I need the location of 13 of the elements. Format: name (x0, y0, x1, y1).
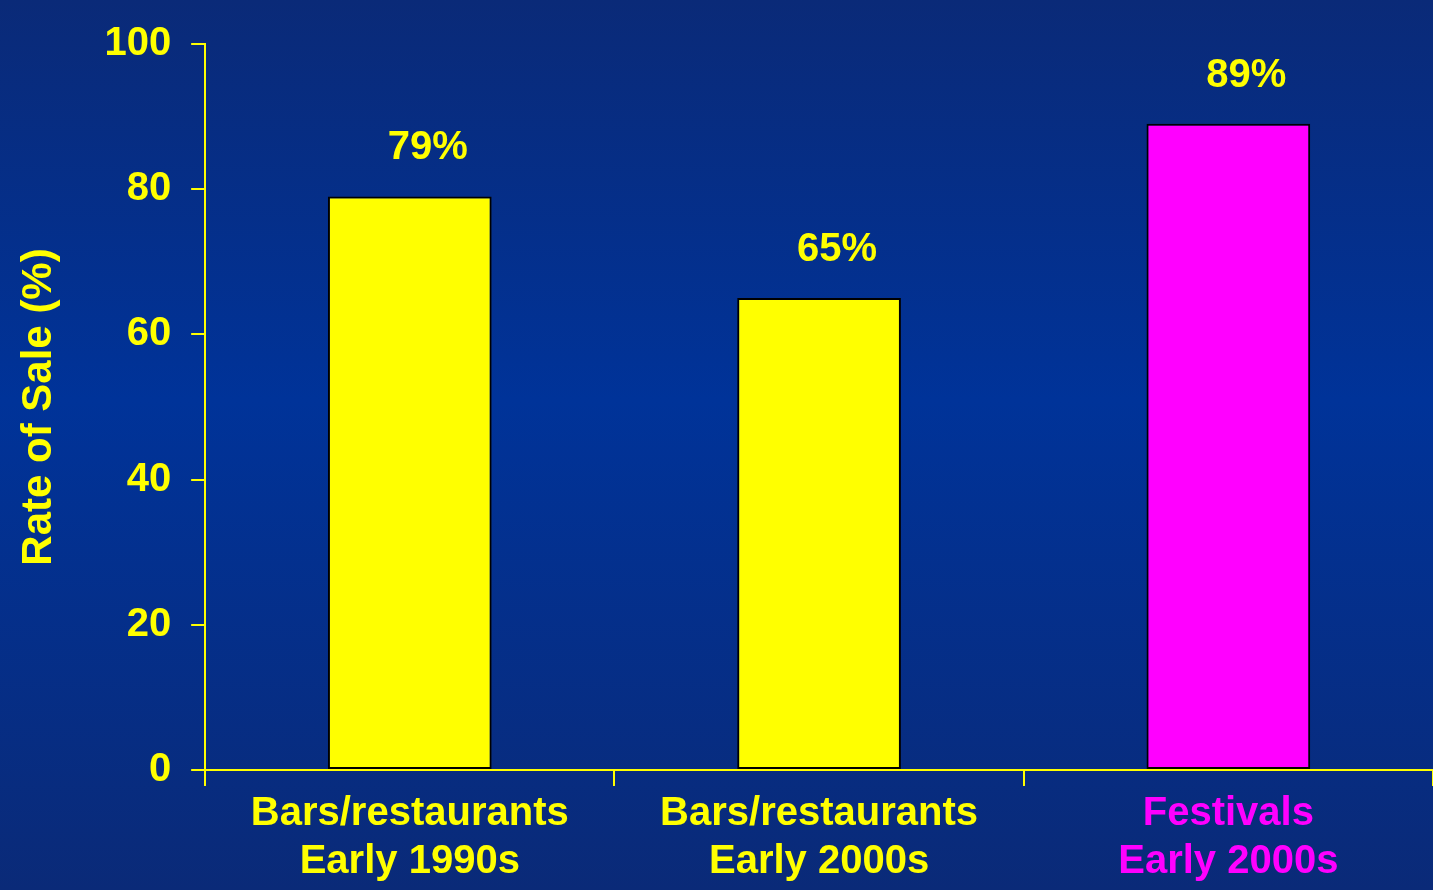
y-tick-label: 20 (126, 599, 172, 644)
y-tick-label: 40 (126, 454, 172, 499)
data-label: 65% (797, 225, 878, 270)
y-tick-label: 60 (126, 309, 172, 354)
y-tick-label: 0 (148, 745, 172, 790)
y-tick-label: 80 (126, 164, 172, 209)
y-axis-title: Rate of Sale (%) (12, 248, 60, 566)
x-tick-label: Bars/restaurants Early 2000s (660, 789, 979, 882)
data-label: 89% (1206, 50, 1287, 95)
x-tick-label: Festivals Early 2000s (1118, 789, 1339, 882)
y-tick-label: 100 (104, 19, 172, 64)
data-label: 79% (387, 123, 468, 168)
x-tick-label: Bars/restaurants Early 1990s (250, 789, 569, 882)
